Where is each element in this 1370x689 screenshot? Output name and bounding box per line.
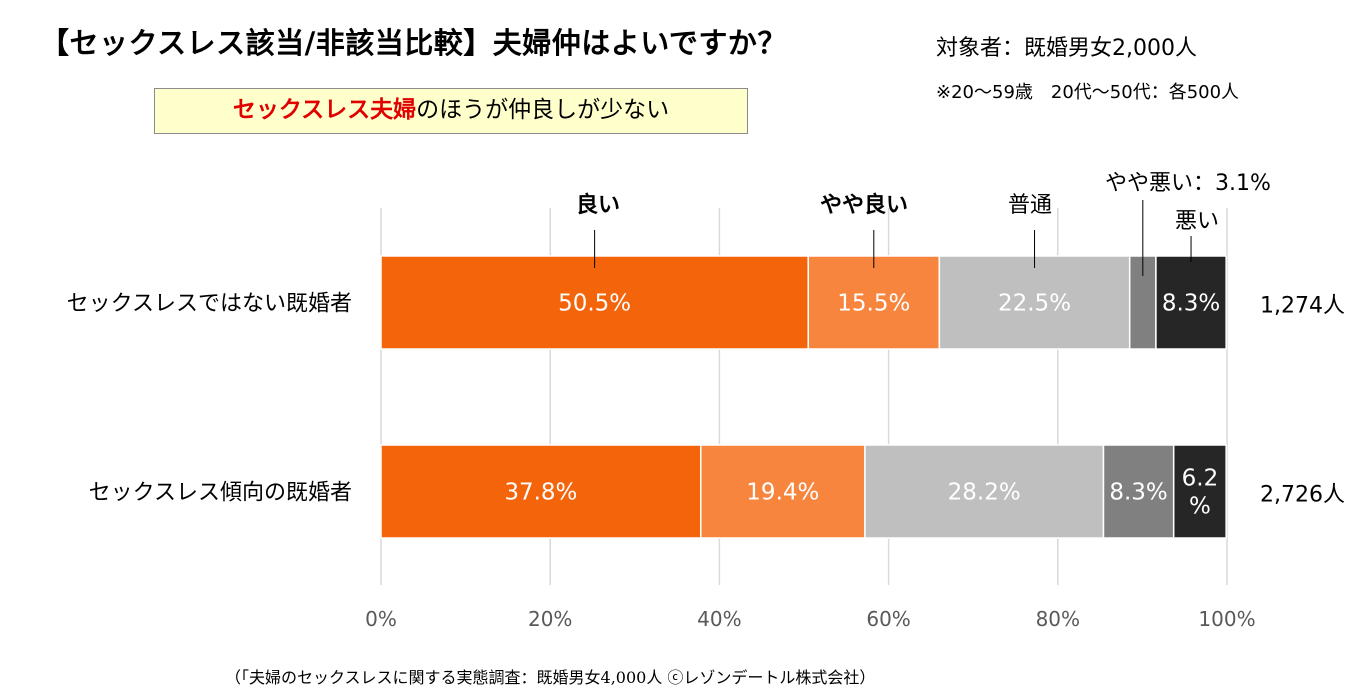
x-tick-label: 80% [1036, 607, 1080, 631]
data-label: 37.8% [504, 480, 577, 506]
legend-callout-label: 良い [576, 192, 620, 218]
data-label-line: % [1189, 494, 1211, 520]
bar-segment [1172, 444, 1227, 539]
legend-callout-label: やや悪い：3.1% [1105, 171, 1271, 196]
legend-callouts: 良い やや良い 普通 やや悪い：3.1% 悪い [576, 171, 1271, 276]
callout-box: セックスレス夫婦のほうが仲良しが少ない [154, 88, 748, 134]
category-label: セックスレス傾向の既婚者 [89, 481, 352, 506]
bars: 50.5% 15.5% 22.5% 8.3% 37.8% 19.4% 28.2% 8.3% 6.… [380, 255, 1227, 539]
data-label: 6.2% [1182, 466, 1219, 520]
x-tick-label: 0% [365, 607, 397, 631]
bar-segment [700, 444, 866, 539]
chart-title: 【セックスレス該当/非該当比較】夫婦仲はよいですか？ [40, 26, 787, 60]
data-label: 15.5% [837, 291, 910, 317]
data-label-line: 8.3% [1109, 480, 1167, 506]
respondents-info: 対象者：既婚男女2,000人 [936, 36, 1197, 61]
legend-callout-label: 普通 [1008, 193, 1052, 218]
data-label: 22.5% [998, 291, 1071, 317]
data-label-line: 37.8% [504, 480, 577, 506]
data-label: 8.3% [1109, 480, 1167, 506]
data-label: 8.3% [1162, 291, 1220, 317]
data-label-line: 50.5% [558, 291, 631, 317]
data-label-line: 19.4% [746, 480, 819, 506]
x-tick-label: 60% [866, 607, 910, 631]
bar-segment [380, 444, 702, 539]
category-label: セックスレスではない既婚者 [67, 292, 352, 317]
data-label: 28.2% [948, 480, 1021, 506]
sample-size-label: 1,274人 [1260, 294, 1345, 319]
data-label-line: 22.5% [998, 291, 1071, 317]
legend-callout-label: やや良い [820, 192, 908, 218]
callout-text: のほうが仲良しが少ない [416, 97, 670, 123]
data-label: 19.4% [746, 480, 819, 506]
age-note: ※20～59歳 20代～50代：各500人 [936, 82, 1240, 103]
x-axis-ticks: 0% 20% 40% 60% 80% 100% [365, 607, 1255, 631]
data-label-line: 28.2% [948, 480, 1021, 506]
data-label: 50.5% [558, 291, 631, 317]
sample-size-label: 2,726人 [1260, 483, 1345, 508]
data-label-line: 15.5% [837, 291, 910, 317]
legend-callout-label: 悪い [1175, 209, 1219, 234]
bar-segment [1102, 444, 1175, 539]
x-tick-label: 100% [1198, 607, 1255, 631]
data-label-line: 8.3% [1162, 291, 1220, 317]
x-tick-label: 20% [528, 607, 572, 631]
data-label-line: 6.2 [1182, 466, 1219, 492]
x-tick-label: 40% [697, 607, 741, 631]
bar-segment [380, 255, 809, 350]
source-note: （「夫婦のセックスレスに関する実態調査：既婚男女4,000人 ⓒレゾンデートル株… [225, 668, 876, 687]
bar-segment [807, 255, 941, 350]
callout-highlight: セックスレス夫婦 [232, 97, 417, 123]
bar-segment [864, 444, 1105, 539]
